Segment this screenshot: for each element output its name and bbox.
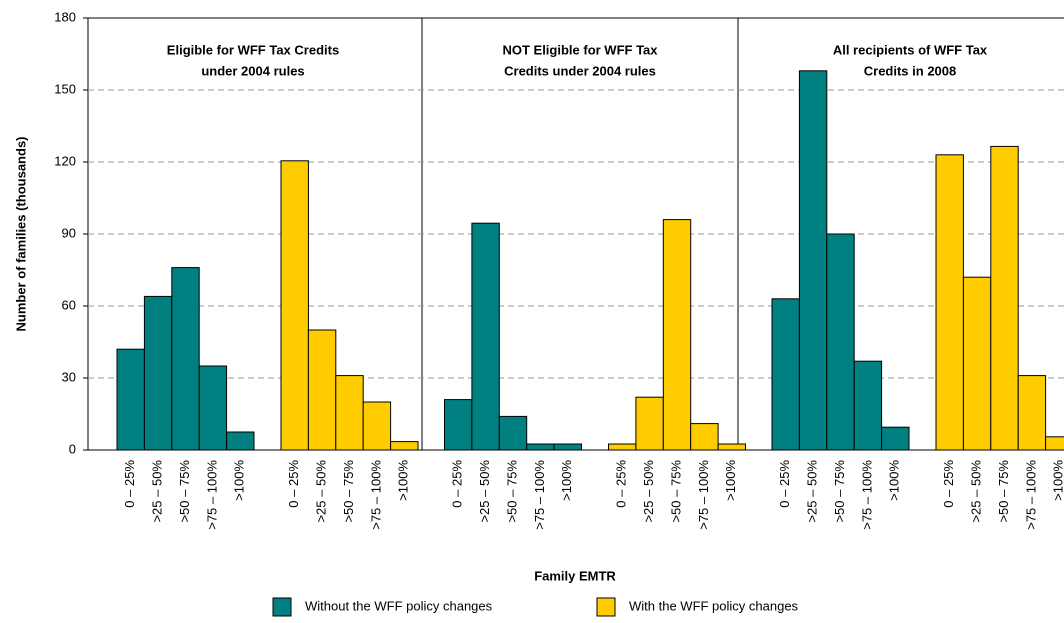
x-tick-label: >75 – 100% [1023, 460, 1038, 530]
x-tick-label: >75 – 100% [368, 460, 383, 530]
bar [143, 295, 173, 451]
bar [307, 329, 337, 451]
bar [1017, 375, 1047, 451]
bar [853, 360, 883, 451]
bar [962, 276, 992, 451]
bar [662, 219, 692, 451]
x-tick-label: >50 – 75% [668, 460, 683, 523]
x-tick-label: >75 – 100% [859, 460, 874, 530]
x-tick-label: >25 – 50% [805, 460, 820, 523]
bar [498, 415, 528, 451]
bar [990, 145, 1019, 451]
panel-title: Eligible for WFF Tax Credits [167, 42, 339, 57]
y-tick-label: 120 [54, 153, 76, 168]
bar [390, 441, 419, 451]
bar [1045, 436, 1064, 451]
bar [717, 443, 746, 451]
legend-swatch [596, 597, 616, 617]
bar [635, 396, 664, 451]
bar [471, 222, 500, 451]
x-tick-label: >50 – 75% [504, 460, 519, 523]
x-tick-label: >25 – 50% [641, 460, 656, 523]
bar [935, 154, 964, 451]
panel-title: NOT Eligible for WFF Tax [502, 42, 658, 57]
x-tick-label: 0 – 25% [614, 460, 629, 508]
x-tick-label: >75 – 100% [532, 460, 547, 530]
bar [771, 298, 800, 451]
bar [690, 423, 719, 451]
bar [198, 365, 228, 451]
bar [280, 160, 309, 451]
bar [826, 233, 855, 451]
x-tick-label: 0 – 25% [122, 460, 137, 508]
x-tick-label: 0 – 25% [286, 460, 301, 508]
y-tick-label: 180 [54, 9, 76, 24]
bar [881, 426, 910, 451]
panel-title: All recipients of WFF Tax [833, 42, 988, 57]
bar [226, 431, 255, 451]
x-tick-label: 0 – 25% [450, 460, 465, 508]
y-tick-label: 90 [62, 225, 76, 240]
y-tick-label: 60 [62, 297, 76, 312]
x-tick-label: 0 – 25% [941, 460, 956, 508]
x-tick-label: >50 – 75% [341, 460, 356, 523]
legend-label: Without the WFF policy changes [305, 598, 493, 613]
y-tick-label: 0 [69, 441, 76, 456]
x-tick-label: 0 – 25% [777, 460, 792, 508]
x-tick-label: >75 – 100% [204, 460, 219, 530]
x-tick-label: >25 – 50% [314, 460, 329, 523]
x-tick-label: >100% [559, 460, 574, 501]
x-tick-label: >25 – 50% [477, 460, 492, 523]
x-tick-label: >100% [1051, 460, 1064, 501]
legend-label: With the WFF policy changes [629, 598, 799, 613]
bar [362, 401, 392, 451]
x-axis-title: Family EMTR [534, 568, 616, 583]
bar [116, 348, 145, 451]
x-tick-label: >100% [396, 460, 411, 501]
y-axis-title: Number of families (thousands) [13, 136, 28, 331]
x-tick-label: >100% [723, 460, 738, 501]
x-tick-label: >50 – 75% [996, 460, 1011, 523]
bar [444, 399, 473, 451]
bar [798, 70, 828, 451]
panel-title: Credits in 2008 [864, 63, 957, 78]
x-tick-label: >75 – 100% [696, 460, 711, 530]
bar [608, 443, 637, 451]
bar [171, 267, 200, 451]
panel-title: under 2004 rules [201, 63, 304, 78]
bar [526, 443, 555, 451]
y-tick-label: 30 [62, 369, 76, 384]
x-tick-label: >50 – 75% [177, 460, 192, 523]
y-tick-label: 150 [54, 81, 76, 96]
x-tick-label: >25 – 50% [969, 460, 984, 523]
x-tick-label: >50 – 75% [832, 460, 847, 523]
legend-swatch [272, 597, 292, 617]
panel-title: Credits under 2004 rules [504, 63, 656, 78]
bar [553, 443, 582, 451]
bar [335, 375, 364, 451]
x-tick-label: >100% [232, 460, 247, 501]
x-tick-label: >100% [887, 460, 902, 501]
x-tick-label: >25 – 50% [150, 460, 165, 523]
